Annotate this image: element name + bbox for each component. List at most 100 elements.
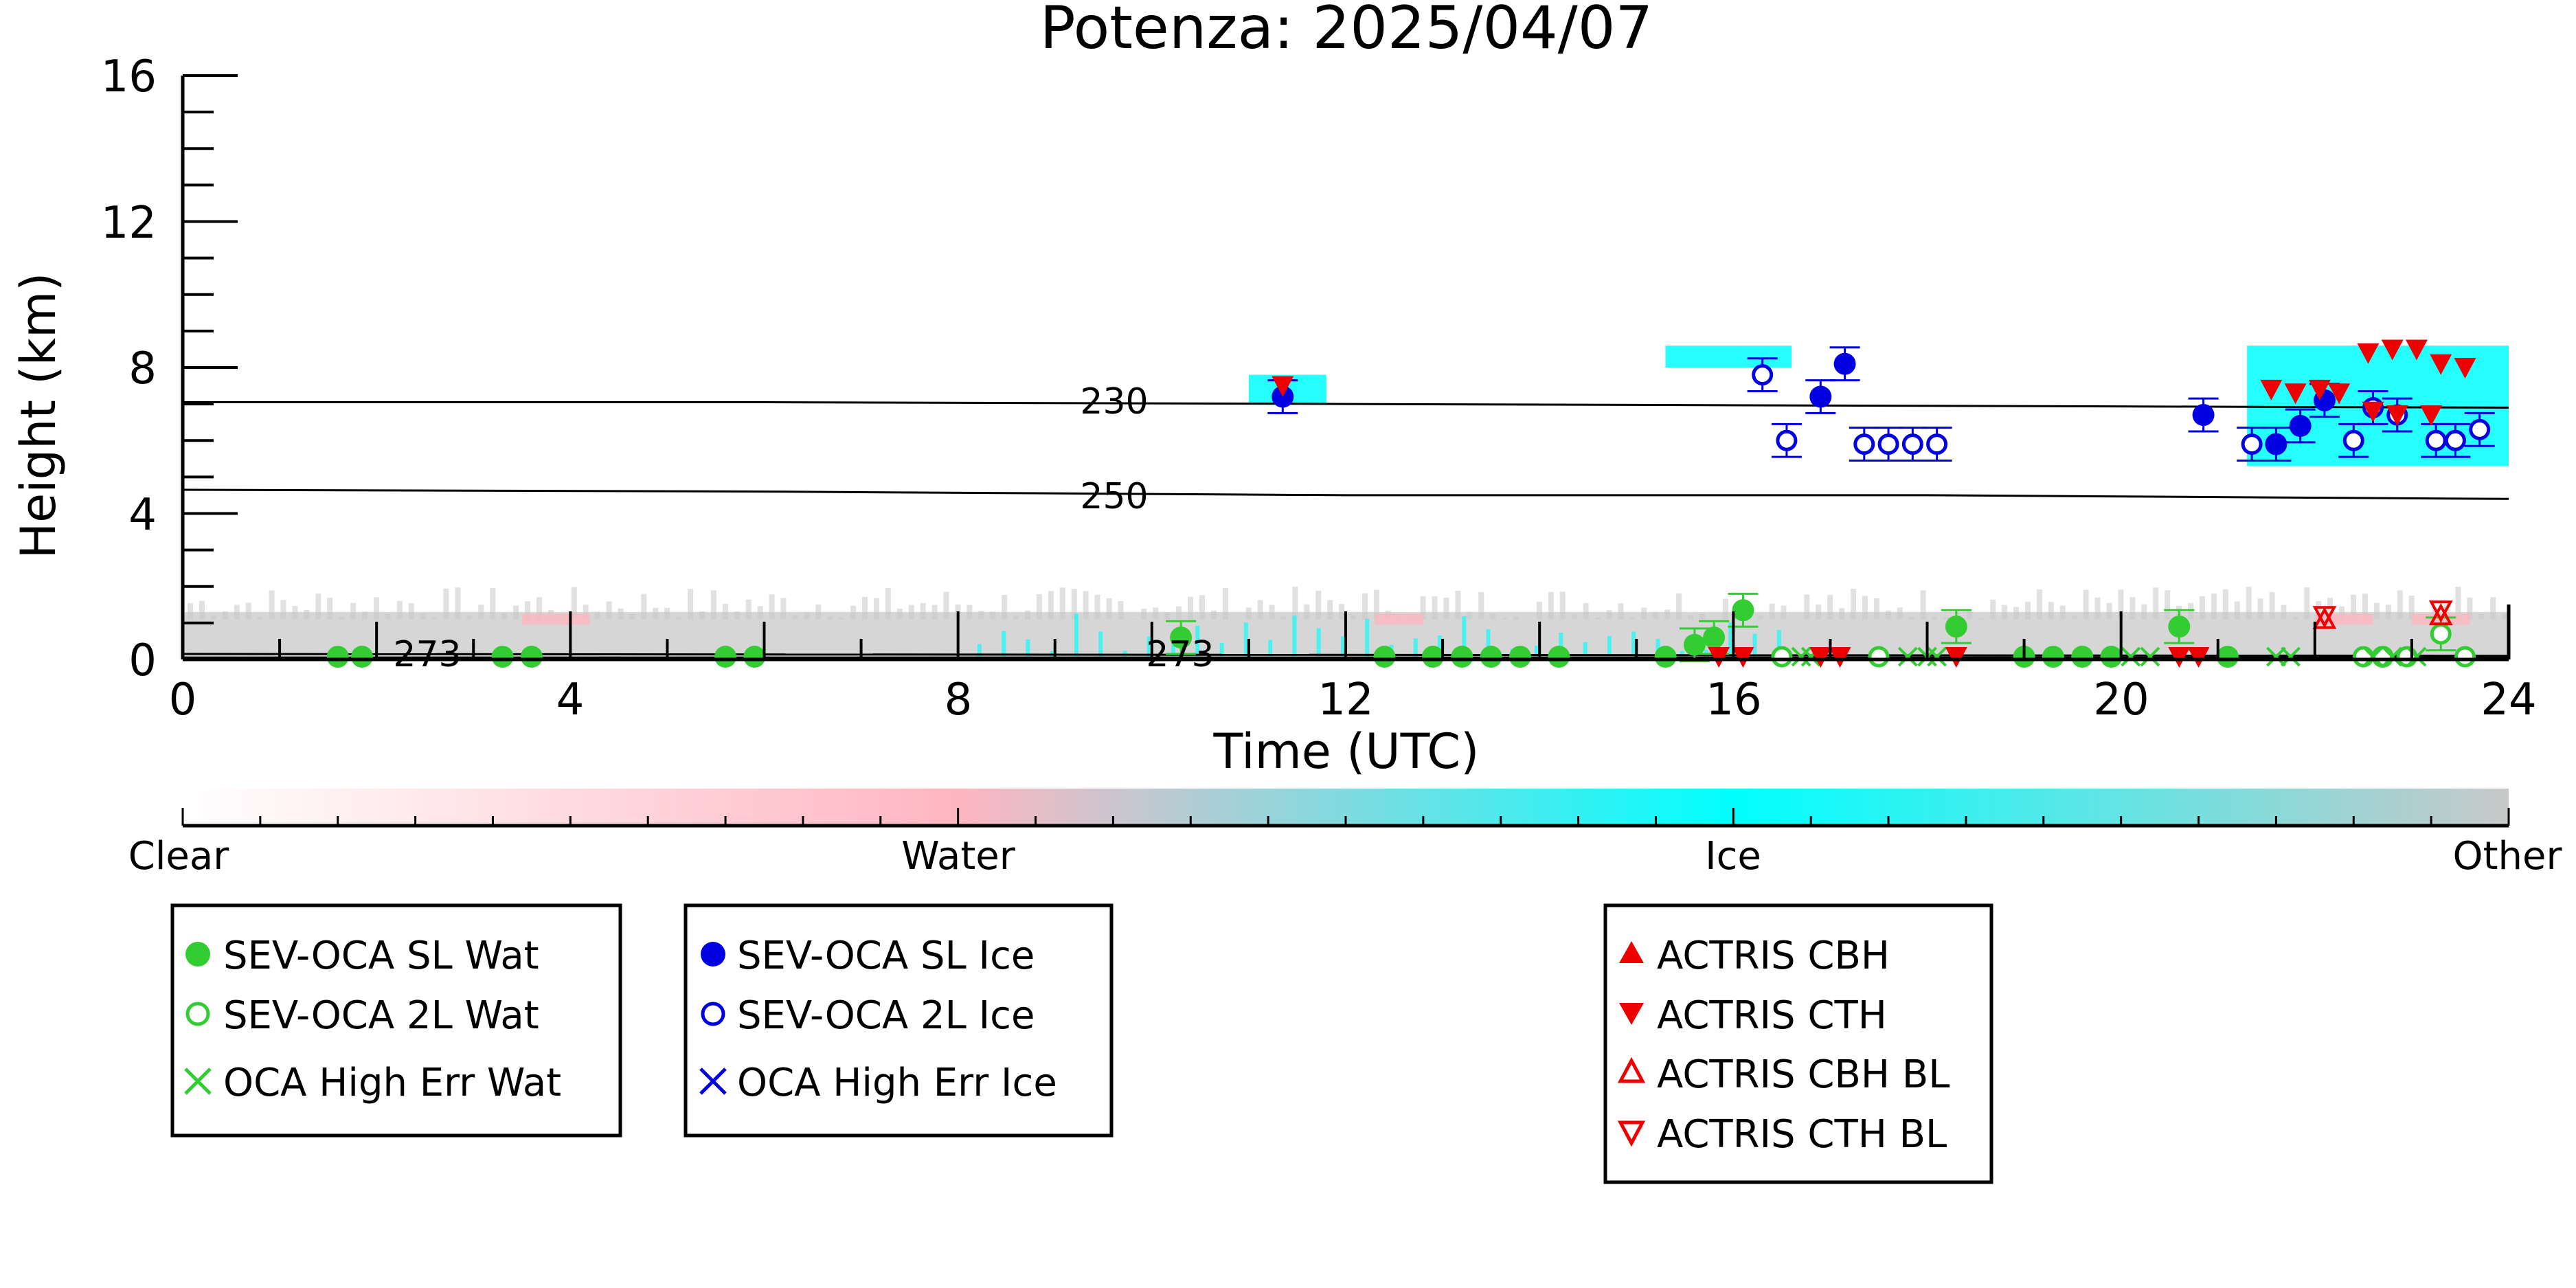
data-markers	[326, 339, 2495, 668]
boundary-layer-streak	[943, 591, 949, 620]
boundary-layer-streak	[1699, 613, 1705, 620]
boundary-layer-streak	[478, 605, 484, 620]
isotherm-line	[182, 488, 2509, 500]
boundary-layer-streak	[2222, 589, 2228, 620]
data-point	[2430, 623, 2452, 645]
boundary-layer-streak	[594, 611, 600, 620]
boundary-layer-streak	[2385, 605, 2391, 620]
data-point	[1897, 646, 1918, 667]
data-point	[1809, 647, 1832, 668]
water-cloud-patch	[521, 613, 590, 625]
data-point	[1272, 376, 1294, 397]
boundary-layer-streak	[1315, 590, 1322, 620]
boundary-layer-streak	[2246, 587, 2252, 620]
boundary-layer-streak	[1432, 596, 1438, 620]
data-point	[2071, 646, 2094, 668]
boundary-layer-streak	[896, 609, 903, 620]
boundary-layer-streak	[1873, 598, 1879, 620]
x-axis-label: Time (UTC)	[1213, 723, 1480, 780]
legend-marker-filled-circle	[701, 942, 725, 967]
data-point	[2405, 339, 2428, 361]
x-tick-label: 20	[2093, 675, 2149, 725]
boundary-layer-streak	[210, 615, 216, 620]
legend-marker-filled-circle	[185, 942, 210, 967]
boundary-layer-streak	[304, 609, 310, 620]
legend-label: ACTRIS CBH	[1657, 934, 1890, 978]
boundary-layer-streak	[1327, 600, 1333, 620]
legend-marker-open-circle	[701, 1002, 725, 1026]
boundary-layer-streak	[1245, 607, 1252, 620]
boundary-layer-streak	[1827, 595, 1833, 620]
boundary-layer-streak	[2432, 607, 2438, 620]
boundary-layer-streak	[2013, 607, 2020, 620]
plot-axes	[181, 76, 2511, 662]
boundary-layer-streak	[1653, 611, 1659, 620]
boundary-layer-streak	[1990, 599, 1996, 620]
boundary-layer-streak	[1129, 618, 1136, 620]
low-ice-streak	[1243, 622, 1248, 659]
boundary-layer-streak	[396, 600, 403, 620]
boundary-layer-streak	[1025, 610, 1031, 620]
axis-ticks	[181, 74, 2510, 661]
boundary-layer-streak	[1210, 610, 1217, 620]
boundary-layer-streak	[1467, 611, 1473, 620]
boundary-layer-streak	[757, 606, 763, 620]
data-point	[1853, 433, 1875, 455]
boundary-layer-streak	[699, 611, 705, 620]
boundary-layer-streak	[1664, 609, 1671, 620]
boundary-layer-streak	[1943, 617, 1950, 620]
boundary-layer-streak	[815, 605, 822, 620]
legend-label: ACTRIS CTH BL	[1657, 1112, 1947, 1157]
low-ice-streak	[1146, 636, 1151, 659]
boundary-layer-streak	[2269, 591, 2275, 620]
legend-label: OCA High Err Wat	[223, 1061, 561, 1105]
boundary-layer-streak	[222, 611, 228, 620]
boundary-layer-streak	[861, 597, 868, 620]
boundary-layer-streak	[827, 616, 833, 620]
colorbar-label-other: Other	[2452, 834, 2562, 879]
data-point	[2425, 429, 2447, 451]
boundary-layer-streak	[420, 613, 426, 620]
low-ice-streak	[1752, 633, 1757, 659]
isotherm-label: 230	[1080, 381, 1148, 422]
data-point	[2140, 646, 2160, 667]
legend-box	[683, 903, 1114, 1138]
isotherm-label: 273	[1146, 634, 1214, 675]
data-point	[743, 646, 766, 668]
boundary-layer-streak	[1048, 591, 1054, 620]
boundary-layer-streak	[2362, 594, 2368, 620]
boundary-layer-streak	[443, 588, 449, 620]
boundary-layer-streak	[1222, 587, 1228, 620]
boundary-layer-streak	[1920, 590, 1926, 620]
boundary-layer-streak	[641, 594, 647, 620]
data-point	[2362, 401, 2384, 422]
data-point	[1451, 646, 1473, 668]
boundary-layer-streak	[1594, 618, 1601, 620]
boundary-layer-streak	[1525, 618, 1531, 620]
y-tick-label: 0	[128, 635, 157, 686]
data-point	[714, 646, 737, 668]
data-point	[2168, 647, 2191, 668]
boundary-layer-streak	[920, 602, 926, 620]
boundary-layer-streak	[1106, 598, 1112, 620]
legend-label: OCA High Err Ice	[737, 1061, 1057, 1105]
data-point	[2192, 404, 2215, 427]
data-point	[2284, 383, 2307, 405]
boundary-layer-streak	[2408, 596, 2415, 620]
boundary-layer-streak	[257, 616, 263, 620]
legend-entry: SEV-OCA SL Ice	[701, 934, 1035, 978]
low-ice-streak	[1316, 628, 1321, 659]
boundary-layer-streak	[2106, 602, 2112, 620]
boundary-layer-streak	[1478, 591, 1484, 620]
data-point	[1654, 646, 1677, 668]
low-ice-streak	[1098, 631, 1103, 659]
data-point	[2420, 405, 2443, 427]
boundary-layer-streak	[1420, 596, 1426, 620]
boundary-layer-streak	[734, 611, 740, 620]
colorbar-label-clear: Clear	[128, 834, 229, 879]
boundary-layer-streak	[1908, 616, 1914, 620]
boundary-layer-streak	[1885, 610, 1891, 620]
low-ice-streak	[1292, 615, 1297, 659]
data-point	[1833, 352, 1856, 375]
data-point	[1548, 646, 1570, 668]
